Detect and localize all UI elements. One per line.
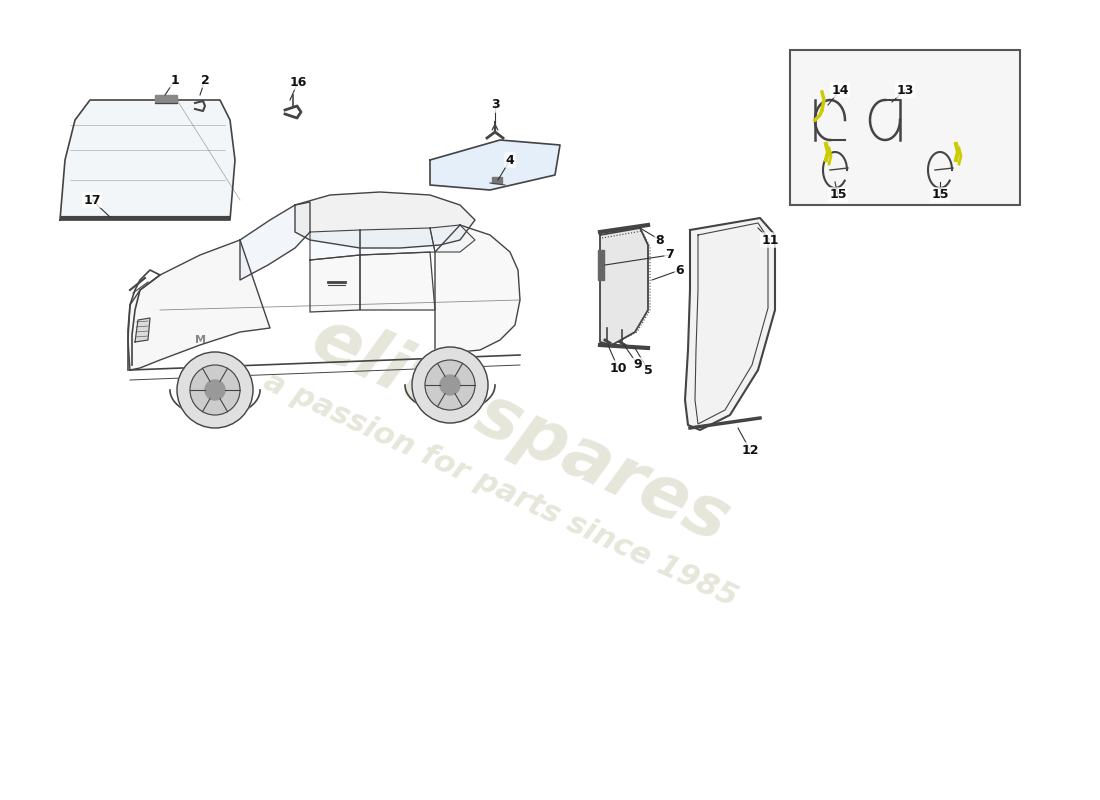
Polygon shape	[295, 192, 475, 248]
Polygon shape	[135, 318, 150, 342]
Circle shape	[177, 352, 253, 428]
Text: M: M	[195, 335, 206, 345]
Text: 6: 6	[675, 263, 684, 277]
Polygon shape	[430, 225, 475, 252]
Circle shape	[190, 365, 240, 415]
Polygon shape	[310, 230, 360, 260]
Text: 1: 1	[170, 74, 179, 86]
Circle shape	[412, 347, 488, 423]
Bar	[492, 177, 502, 183]
Circle shape	[440, 375, 460, 395]
Text: 12: 12	[741, 443, 759, 457]
Text: 16: 16	[289, 75, 307, 89]
Text: 5: 5	[644, 363, 652, 377]
Polygon shape	[60, 100, 235, 220]
Text: 4: 4	[506, 154, 515, 166]
Text: 10: 10	[609, 362, 627, 374]
Polygon shape	[434, 225, 520, 355]
Text: 8: 8	[656, 234, 664, 246]
Polygon shape	[310, 255, 360, 312]
Bar	[598, 250, 604, 280]
Polygon shape	[360, 252, 434, 310]
Circle shape	[425, 360, 475, 410]
Text: 17: 17	[84, 194, 101, 206]
Text: 15: 15	[829, 189, 847, 202]
Text: a passion for parts since 1985: a passion for parts since 1985	[258, 367, 741, 613]
Text: 3: 3	[491, 98, 499, 111]
Text: elitespares: elitespares	[300, 303, 740, 557]
Text: 15: 15	[932, 189, 948, 202]
FancyBboxPatch shape	[790, 50, 1020, 205]
Polygon shape	[128, 240, 270, 370]
Polygon shape	[430, 140, 560, 190]
Circle shape	[205, 380, 225, 400]
Text: 2: 2	[200, 74, 209, 86]
Polygon shape	[685, 218, 775, 430]
Polygon shape	[240, 202, 310, 280]
Text: 11: 11	[761, 234, 779, 246]
Text: 9: 9	[634, 358, 642, 371]
Text: 13: 13	[896, 83, 914, 97]
Polygon shape	[600, 228, 648, 345]
Polygon shape	[360, 228, 434, 255]
Bar	[155, 95, 177, 103]
Text: 14: 14	[832, 83, 849, 97]
Text: 7: 7	[666, 249, 674, 262]
